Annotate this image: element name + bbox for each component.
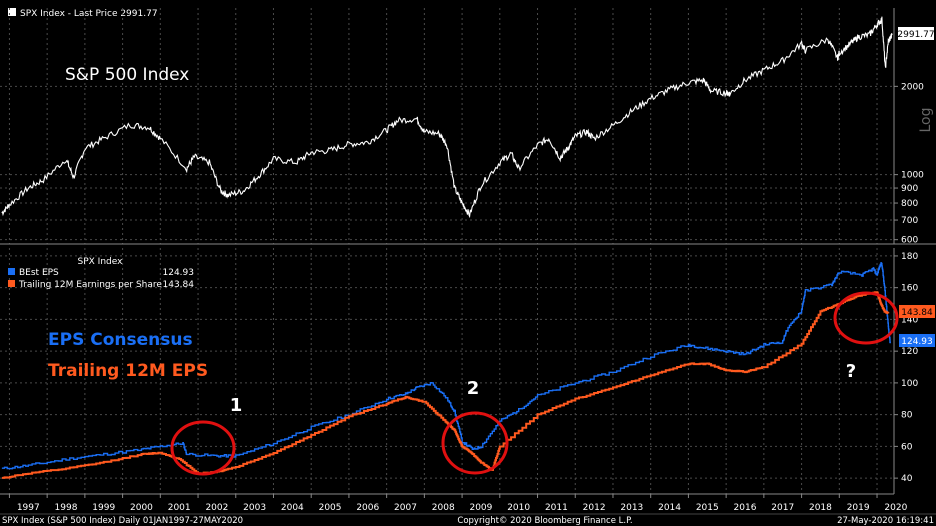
x-tick-label: 1997 (17, 503, 40, 513)
header-label: SPX Index - Last Price 2991.77 (20, 9, 158, 19)
price-line (1, 16, 893, 219)
x-tick-label: 2004 (281, 503, 304, 513)
x-tick-label: 2019 (847, 503, 870, 513)
x-tick-label: 1999 (92, 503, 115, 513)
legend-value-trailing-eps: 143.84 (163, 280, 195, 290)
log-scale-label: Log (918, 107, 934, 132)
upper-grid (0, 8, 894, 244)
annotation-circle-3 (833, 291, 899, 345)
footer-center: Copyright© 2020 Bloomberg Finance L.P. (457, 516, 632, 526)
eps-lines-group (1, 262, 891, 479)
footer-right: 27-May-2020 16:19:41 (837, 516, 934, 526)
legend-label-trailing-eps: Trailing 12M Earnings per Share (18, 280, 162, 290)
x-tick-label: 2020 (884, 503, 907, 513)
best-eps-line (1, 262, 891, 470)
last-price-badge-bg (898, 27, 934, 40)
x-tick-label: 2017 (771, 503, 794, 513)
upper-y-axis: 600 700 800 900 1000 2000 (893, 8, 924, 246)
upper-y-tick-label: 700 (901, 216, 918, 226)
x-tick-label: 2002 (205, 503, 228, 513)
lower-grid (0, 248, 894, 494)
lower-y-tick-label: 180 (901, 252, 918, 262)
legend-swatch-best-eps (8, 268, 15, 275)
x-tick-label: 2008 (432, 503, 455, 513)
annotation-question-mark: ? (846, 361, 856, 382)
footer-left: SPX Index (S&P 500 Index) Daily 01JAN199… (2, 516, 243, 526)
x-axis: 1997 1998 1999 2000 2001 2002 2003 2004 2005 2006… (8, 494, 908, 513)
x-tick-label: 2015 (696, 503, 719, 513)
legend-swatch-trailing-eps (8, 280, 15, 287)
annotation-number-1: 1 (230, 395, 243, 416)
best-eps-badge-bg (899, 334, 935, 347)
x-tick-label: 2012 (583, 503, 606, 513)
lower-panel: 40 60 80 100 120 140 160 180 SPX Index BEst EPS… (0, 248, 935, 494)
x-tick-label: 2006 (356, 503, 379, 513)
legend-label-best-eps: BEst EPS (19, 268, 59, 278)
lower-y-tick-label: 60 (901, 442, 913, 452)
lower-y-tick-label: 120 (901, 347, 918, 357)
price-line-group (1, 16, 893, 219)
x-tick-label: 2001 (168, 503, 191, 513)
lower-y-tick-label: 160 (901, 284, 918, 294)
trailing-eps-badge-text: 143.84 (901, 308, 933, 318)
lower-y-tick-label: 100 (901, 379, 918, 389)
x-tick-label: 2010 (507, 503, 530, 513)
last-price-badge-text: 2991.77 (897, 30, 934, 40)
lower-y-axis: 40 60 80 100 120 140 160 180 (893, 248, 918, 494)
x-tick-label: 2011 (545, 503, 568, 513)
legend-title: SPX Index (78, 257, 124, 267)
x-tick-label: 2009 (469, 503, 492, 513)
legend-value-best-eps: 124.93 (163, 268, 195, 278)
x-tick-label: 1998 (55, 503, 78, 513)
upper-y-tick-label: 1000 (901, 171, 924, 181)
x-tick-label: 2000 (130, 503, 153, 513)
x-tick-label: 2007 (394, 503, 417, 513)
upper-panel: 600 700 800 900 1000 2000 S&P 500 Index Log 2… (0, 8, 935, 246)
lower-y-tick-label: 40 (901, 474, 913, 484)
upper-last-value-badge: 2991.77 (897, 27, 935, 40)
annotation-eps-consensus: EPS Consensus (48, 330, 193, 350)
upper-y-tick-label: 600 (901, 236, 918, 246)
header-legend-swatch (8, 8, 16, 16)
lower-y-tick-label: 80 (901, 411, 913, 421)
annotation-trailing-eps: Trailing 12M EPS (48, 361, 208, 381)
trailing-eps-line (1, 291, 890, 479)
trailing-eps-badge-bg (899, 305, 935, 318)
x-tick-label: 2014 (658, 503, 681, 513)
annotation-circle-1 (170, 420, 236, 476)
x-tick-label: 2013 (620, 503, 643, 513)
annotation-number-2: 2 (467, 378, 480, 399)
upper-chart-title: S&P 500 Index (65, 65, 189, 85)
x-tick-label: 2005 (319, 503, 342, 513)
annotation-circle-2 (441, 411, 509, 475)
x-tick-label: 2003 (243, 503, 266, 513)
x-tick-label: 2018 (809, 503, 832, 513)
upper-y-tick-label: 2000 (901, 82, 924, 92)
upper-y-tick-label: 900 (901, 184, 918, 194)
legend: SPX Index BEst EPS 124.93 Trailing 12M E… (8, 257, 194, 290)
upper-y-tick-label: 800 (901, 199, 918, 209)
lower-y-tick-label: 140 (901, 315, 918, 325)
x-tick-label: 2016 (734, 503, 757, 513)
best-eps-badge-text: 124.93 (901, 337, 933, 347)
